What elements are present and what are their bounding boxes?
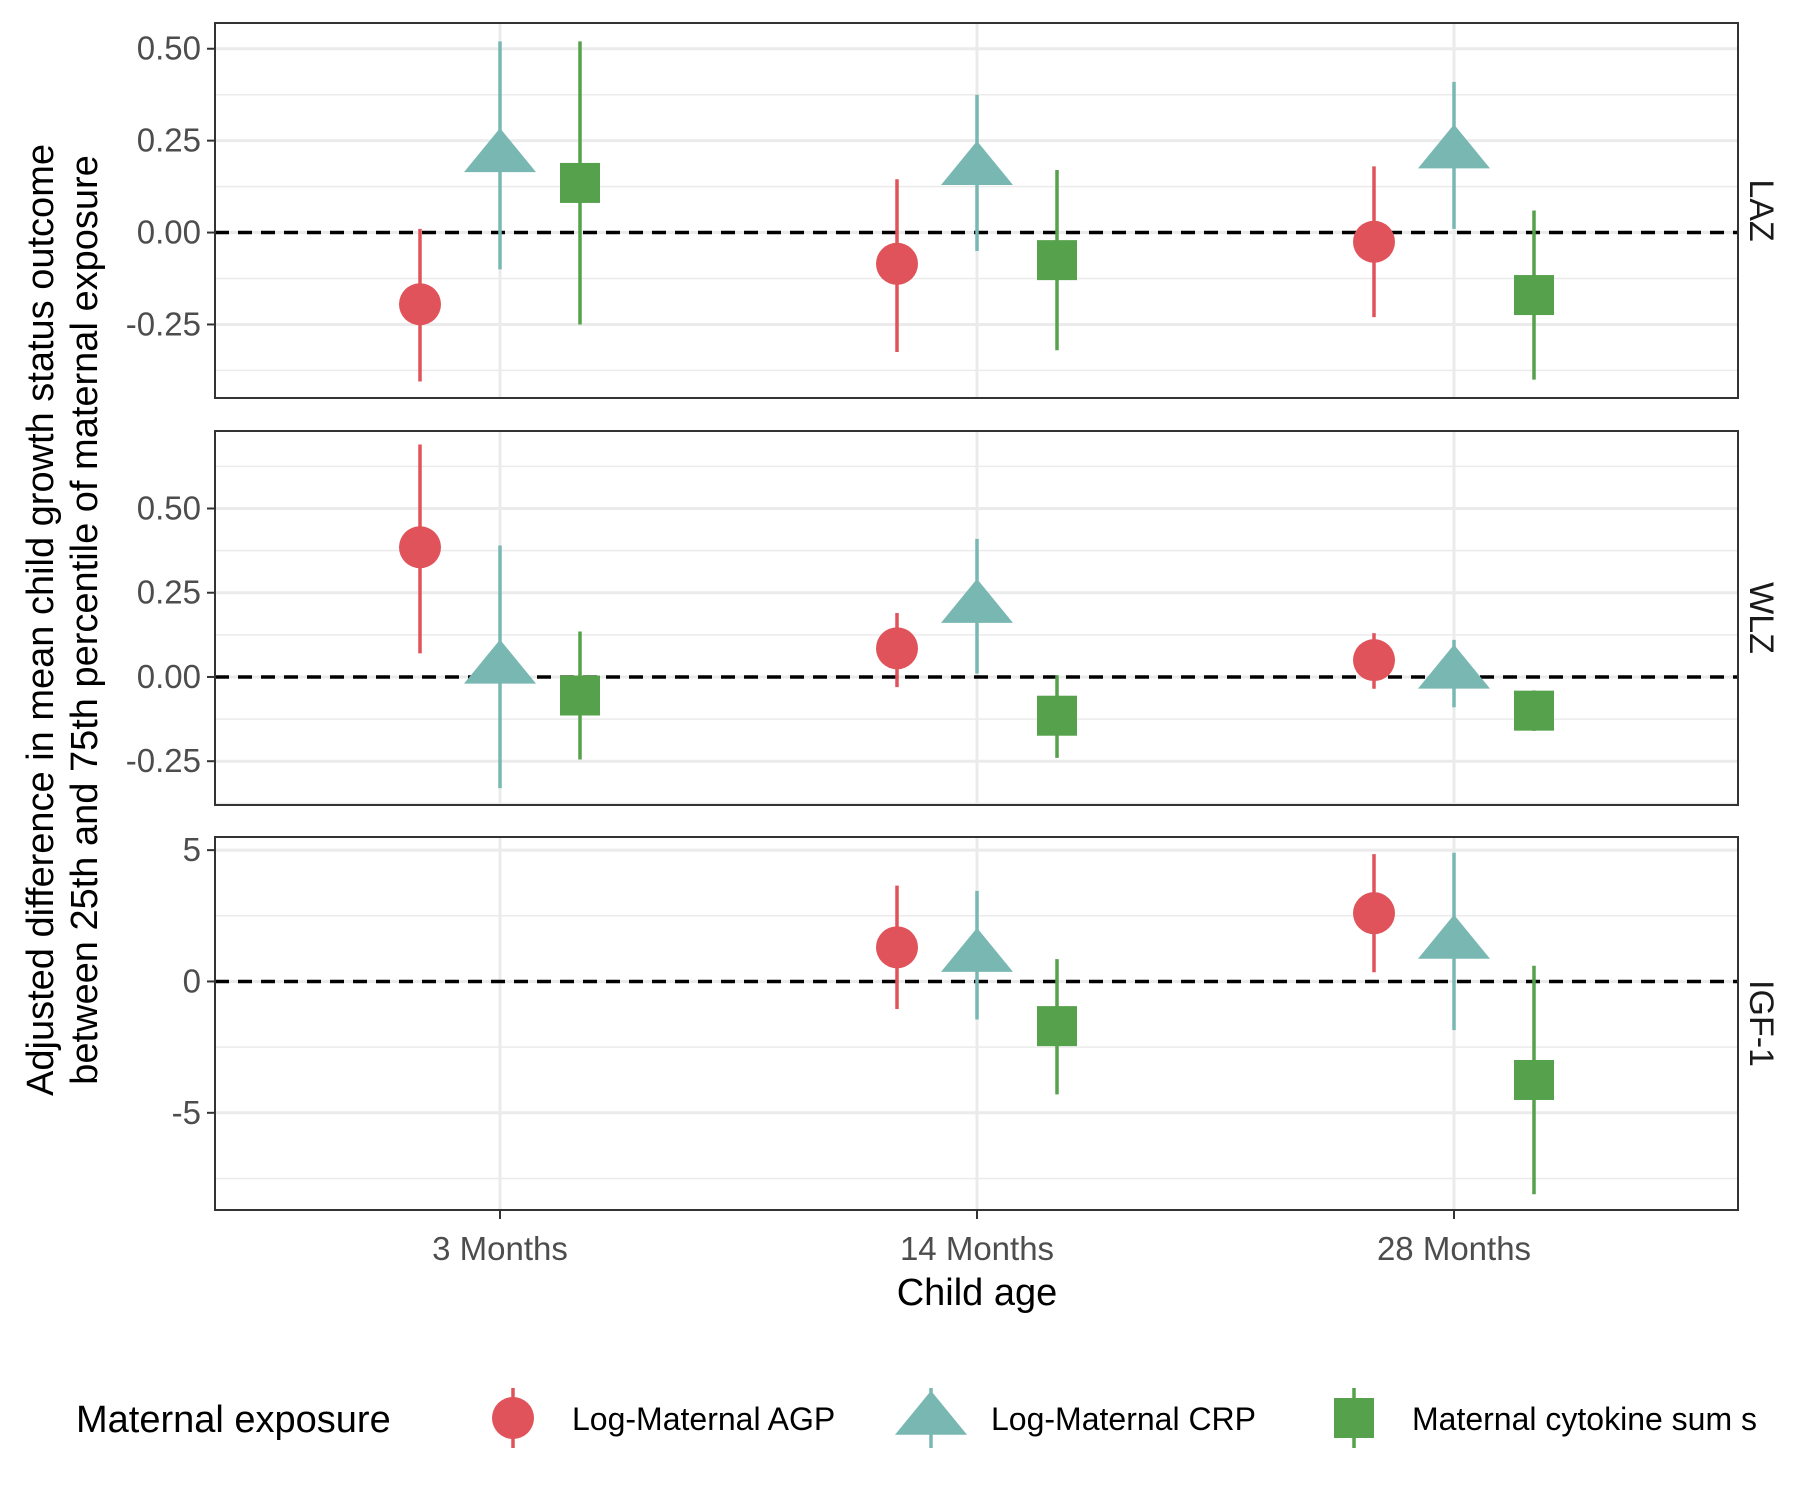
point-igf1-series2-cat1 [1037, 1006, 1077, 1047]
point-laz-series0-cat2 [1353, 220, 1395, 263]
y-tick-label-laz-2: 0.25 [137, 122, 201, 159]
y-tick-label-wlz-3: 0.50 [137, 489, 201, 526]
y-tick-label-laz-1: 0.00 [137, 214, 201, 251]
plot-layer: -0.25 0.00 0.25 0.50 LAZ -0.25 0.00 0.25 0.50 WLZ… [126, 22, 1780, 1267]
point-laz-series1-cat2 [1418, 124, 1490, 169]
point-igf1-series1-cat1 [941, 927, 1013, 972]
legend-label-1: Log-Maternal CRP [991, 1401, 1256, 1437]
facet-label-igf1: IGF-1 [1742, 980, 1780, 1067]
x-tick-label-1: 14 Months [900, 1230, 1054, 1267]
y-tick-label-wlz-2: 0.25 [137, 574, 201, 611]
point-wlz-series1-cat0 [464, 639, 536, 684]
point-igf1-series2-cat2 [1514, 1059, 1554, 1100]
legend-label-0: Log-Maternal AGP [572, 1401, 835, 1437]
point-laz-series1-cat0 [464, 128, 536, 173]
panel-border-wlz [214, 430, 1739, 806]
point-laz-series1-cat1 [941, 140, 1013, 185]
y-tick-label-igf1-1: 0 [183, 962, 201, 999]
point-wlz-series2-cat1 [1037, 695, 1077, 736]
point-laz-series2-cat2 [1514, 275, 1554, 316]
point-laz-series2-cat1 [1037, 240, 1077, 281]
y-tick-label-laz-0: -0.25 [126, 305, 201, 342]
point-igf1-series0-cat2 [1353, 892, 1395, 935]
point-laz-series0-cat1 [876, 242, 918, 285]
facet-label-wlz: WLZ [1742, 582, 1780, 654]
y-tick-label-laz-3: 0.50 [137, 30, 201, 67]
y-tick-label-igf1-2: 5 [183, 831, 201, 868]
point-wlz-series2-cat0 [560, 675, 600, 716]
point-wlz-series0-cat2 [1353, 639, 1395, 682]
point-wlz-series0-cat0 [399, 526, 441, 569]
point-wlz-series2-cat2 [1514, 690, 1554, 731]
point-wlz-series0-cat1 [876, 627, 918, 670]
y-axis-title-line-1: Adjusted difference in mean child growth… [20, 144, 62, 1096]
y-axis-title-line-2: between 25th and 75th percentile of mate… [64, 155, 106, 1085]
point-wlz-series1-cat1 [941, 578, 1013, 623]
x-axis-title: Child age [897, 1272, 1058, 1314]
panel-border-laz [214, 22, 1739, 399]
legend-label-2: Maternal cytokine sum s [1412, 1401, 1757, 1437]
x-tick-label-2: 28 Months [1377, 1230, 1531, 1267]
x-tick-label-0: 3 Months [432, 1230, 568, 1267]
legend: Log-Maternal AGP Log-Maternal CRP Maternal… [492, 1388, 1757, 1448]
point-wlz-series1-cat2 [1418, 644, 1490, 689]
point-igf1-series1-cat2 [1418, 914, 1490, 959]
legend-key-1 [895, 1390, 967, 1435]
legend-title: Maternal exposure [76, 1399, 391, 1441]
y-tick-label-wlz-1: 0.00 [137, 658, 201, 695]
legend-key-2 [1334, 1398, 1374, 1438]
y-tick-label-igf1-0: -5 [172, 1094, 201, 1131]
y-tick-label-wlz-0: -0.25 [126, 742, 201, 779]
facet-label-laz: LAZ [1742, 179, 1780, 241]
point-laz-series0-cat0 [399, 283, 441, 326]
point-igf1-series0-cat1 [876, 926, 918, 969]
point-laz-series2-cat0 [560, 162, 600, 203]
legend-key-0 [492, 1397, 534, 1439]
